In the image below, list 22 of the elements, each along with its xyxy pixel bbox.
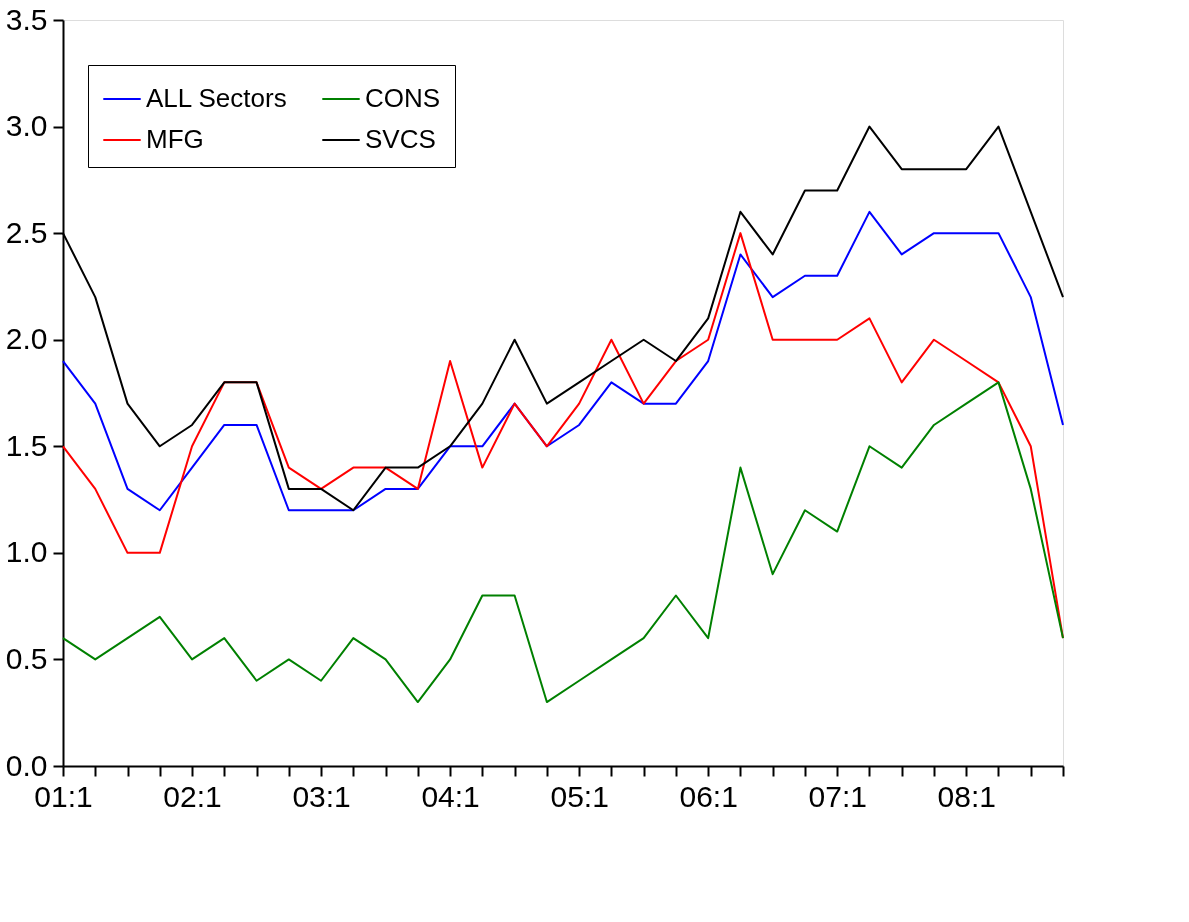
- y-tick-label: 3.0: [5, 109, 48, 143]
- legend-label: MFG: [146, 124, 204, 154]
- y-tick-label: 2.0: [5, 322, 48, 356]
- x-tick-label: 07:1: [808, 779, 867, 813]
- y-tick-label: 0.0: [5, 748, 48, 782]
- x-tick-label: 05:1: [550, 779, 609, 813]
- y-tick-label: 1.5: [5, 428, 48, 462]
- x-tick-label: 04:1: [421, 779, 480, 813]
- x-tick-label: 06:1: [679, 779, 738, 813]
- line-series: [62, 381, 1064, 704]
- legend-label: CONS: [365, 83, 441, 113]
- legend-label: SVCS: [365, 124, 436, 154]
- x-tick-label: 02:1: [163, 779, 222, 813]
- y-tick-label: 0.5: [5, 641, 48, 675]
- y-tick-label: 1.0: [5, 535, 48, 569]
- x-tick-label: 01:1: [34, 779, 93, 813]
- x-tick-label: 03:1: [292, 779, 351, 813]
- legend-label: ALL Sectors: [146, 83, 287, 113]
- y-tick-label: 3.5: [5, 2, 48, 36]
- line-series: [62, 210, 1064, 512]
- x-tick-label: 08:1: [937, 779, 996, 813]
- y-tick-label: 2.5: [5, 215, 48, 249]
